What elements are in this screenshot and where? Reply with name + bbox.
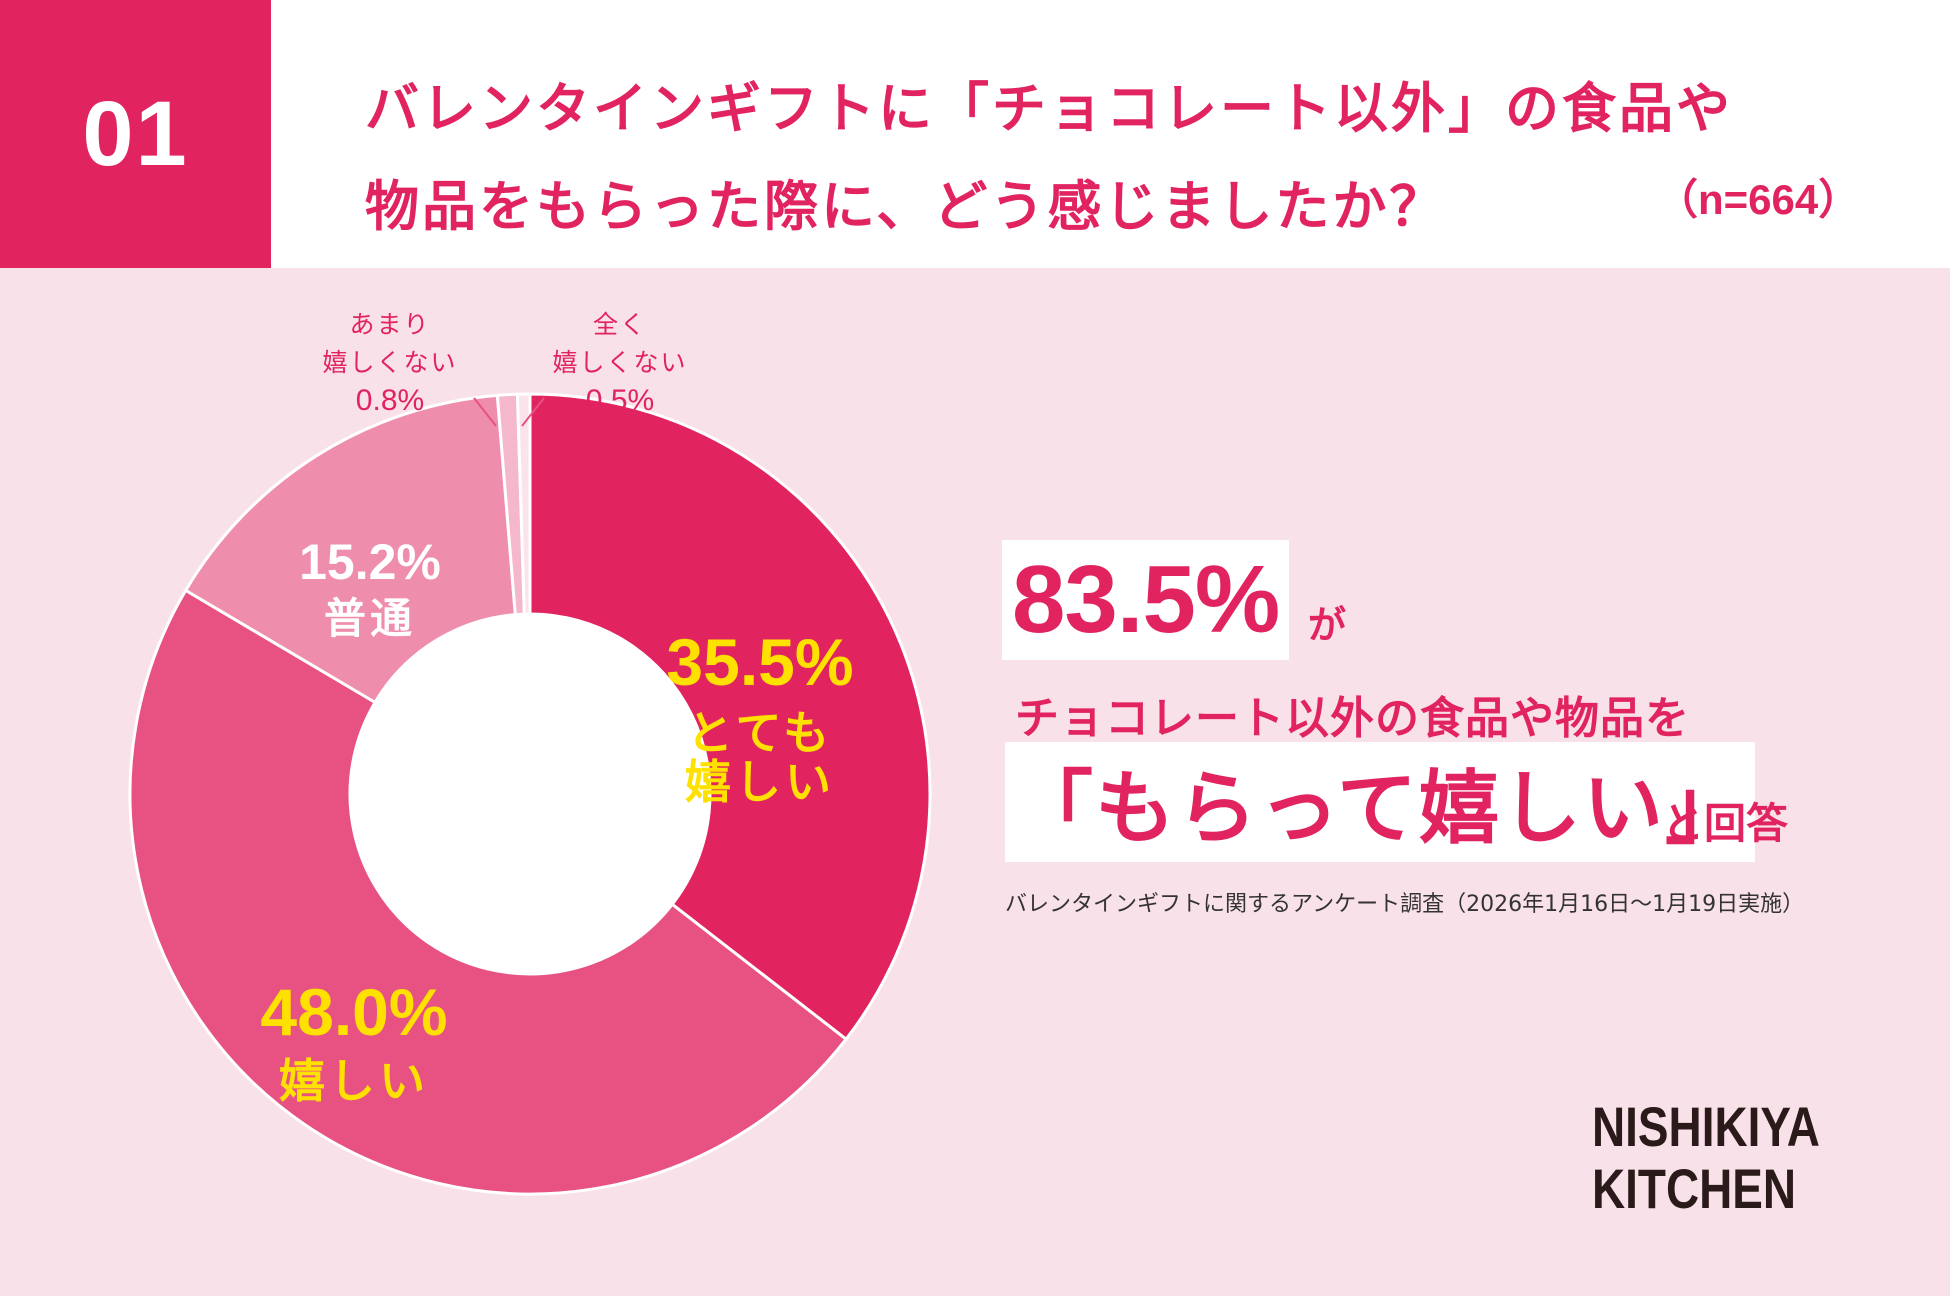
slice-name-not-happy-at-all-line2: 嬉しくない <box>552 348 688 377</box>
brand-logo: NISHIKIYA KITCHEN <box>1592 1096 1820 1220</box>
slice-name-very-happy-line2: 嬉しい <box>685 754 835 809</box>
donut-chart <box>128 392 932 1196</box>
headline-ga: が <box>1308 603 1347 647</box>
slice-name-not-very-happy-line2: 嬉しくない <box>322 348 458 377</box>
headline-suffix: と回答 <box>1662 799 1789 848</box>
slice-pct-not-very-happy: 0.8% <box>355 384 425 417</box>
slice-happy <box>128 588 849 1196</box>
slice-pct-not-happy-at-all: 0.5% <box>585 384 655 417</box>
slice-label-not-happy-at-all: 全く 嬉しくない 0.5% <box>530 306 710 420</box>
slice-pct-very-happy: 35.5% <box>666 625 854 699</box>
survey-footnote: バレンタインギフトに関するアンケート調査（2026年1月16日〜1月19日実施） <box>1005 892 1805 917</box>
slice-label-not-very-happy: あまり 嬉しくない 0.8% <box>300 306 480 420</box>
brand-logo-line2: KITCHEN <box>1592 1157 1797 1220</box>
headline-pct: 83.5% <box>1012 546 1280 653</box>
sample-size: （n=664） <box>1656 176 1861 223</box>
donut-hole <box>351 615 709 973</box>
slice-not-happy-at-all <box>515 392 532 616</box>
slice-pct-happy: 48.0% <box>260 975 448 1049</box>
headline-line2: チョコレート以外の食品や物品を <box>1015 693 1690 744</box>
slice-name-very-happy-line1: とても <box>686 706 834 761</box>
slice-neutral <box>183 393 517 705</box>
headline-highlight: 「もらって嬉しい」 <box>1013 762 1747 855</box>
slice-label-neutral: 15.2% 普通 <box>270 536 470 641</box>
header-bar: 01 バレンタインギフトに「チョコレート以外」の食品や 物品をもらった際に、どう… <box>0 0 1950 268</box>
question-title-line2: 物品をもらった際に、どう感じましたか？ <box>365 175 1447 238</box>
donut-slices <box>128 392 932 1196</box>
slice-name-not-happy-at-all-line1: 全く <box>592 310 647 339</box>
slice-very-happy <box>528 392 932 1042</box>
slice-name-neutral: 普通 <box>323 593 416 643</box>
slice-pct-neutral: 15.2% <box>299 534 441 590</box>
slice-name-not-very-happy-line1: あまり <box>349 310 431 339</box>
question-number: 01 <box>0 0 271 268</box>
leader-line-not-very-happy <box>473 397 497 427</box>
question-title-line1: バレンタインギフトに「チョコレート以外」の食品や <box>365 77 1733 140</box>
slice-name-happy: 嬉しい <box>279 1054 429 1109</box>
leader-lines <box>473 397 545 427</box>
slice-label-happy: 48.0% 嬉しい <box>234 975 474 1109</box>
headline-pct-box: 83.5% <box>1002 540 1290 660</box>
slice-label-very-happy: 35.5% とても 嬉しい <box>640 625 880 809</box>
headline-highlight-box: 「もらって嬉しい」 <box>1005 742 1755 862</box>
brand-logo-line1: NISHIKIYA <box>1592 1095 1820 1158</box>
leader-line-not-happy-at-all <box>521 397 545 427</box>
